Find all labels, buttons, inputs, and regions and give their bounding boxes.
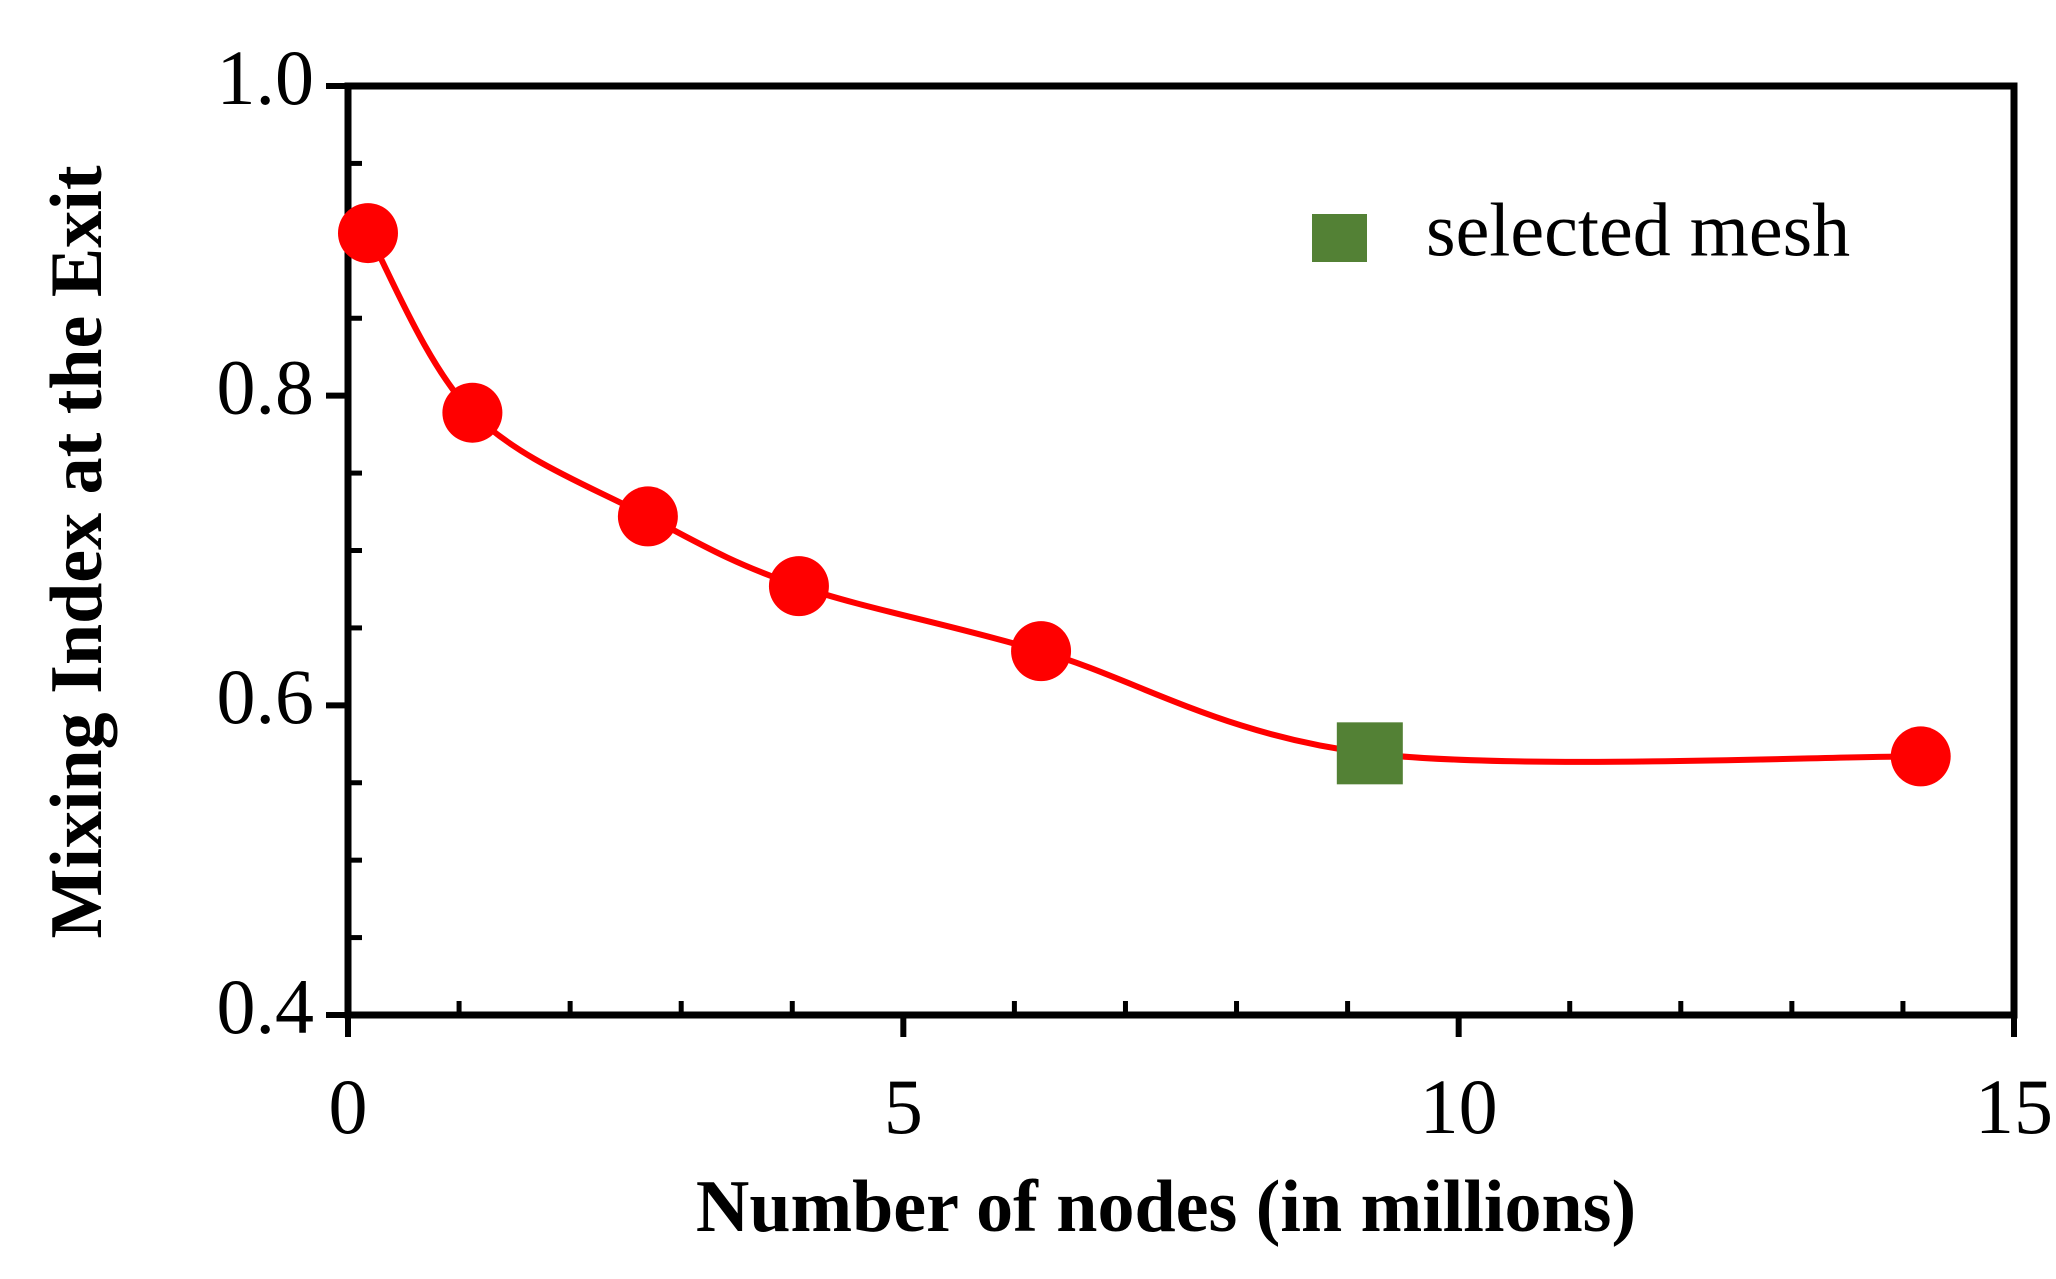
y-tick-label: 0.6: [217, 653, 315, 740]
x-tick-label: 5: [884, 1063, 923, 1150]
circle-marker: [442, 382, 503, 443]
x-tick-label: 10: [1420, 1063, 1498, 1150]
circle-marker: [1890, 726, 1951, 787]
y-tick-label: 1.0: [217, 34, 315, 121]
plot-frame: [344, 82, 2018, 1019]
circle-marker: [617, 486, 678, 547]
y-tick-label: 0.8: [217, 344, 315, 431]
legend-marker: [1312, 214, 1367, 262]
legend-label: selected mesh: [1426, 188, 1850, 272]
circle-marker: [1011, 621, 1072, 682]
x-tick-label: 15: [1975, 1063, 2053, 1150]
y-axis-title: Mixing Index at the Exit: [36, 165, 118, 938]
circle-marker: [768, 556, 829, 617]
x-tick-label: 0: [329, 1063, 368, 1150]
y-tick-label: 0.4: [217, 963, 315, 1050]
series-line: [365, 231, 1921, 765]
x-axis-title: Number of nodes (in millions): [696, 1166, 1636, 1248]
square-marker: [1336, 722, 1403, 785]
circle-marker: [337, 203, 398, 264]
